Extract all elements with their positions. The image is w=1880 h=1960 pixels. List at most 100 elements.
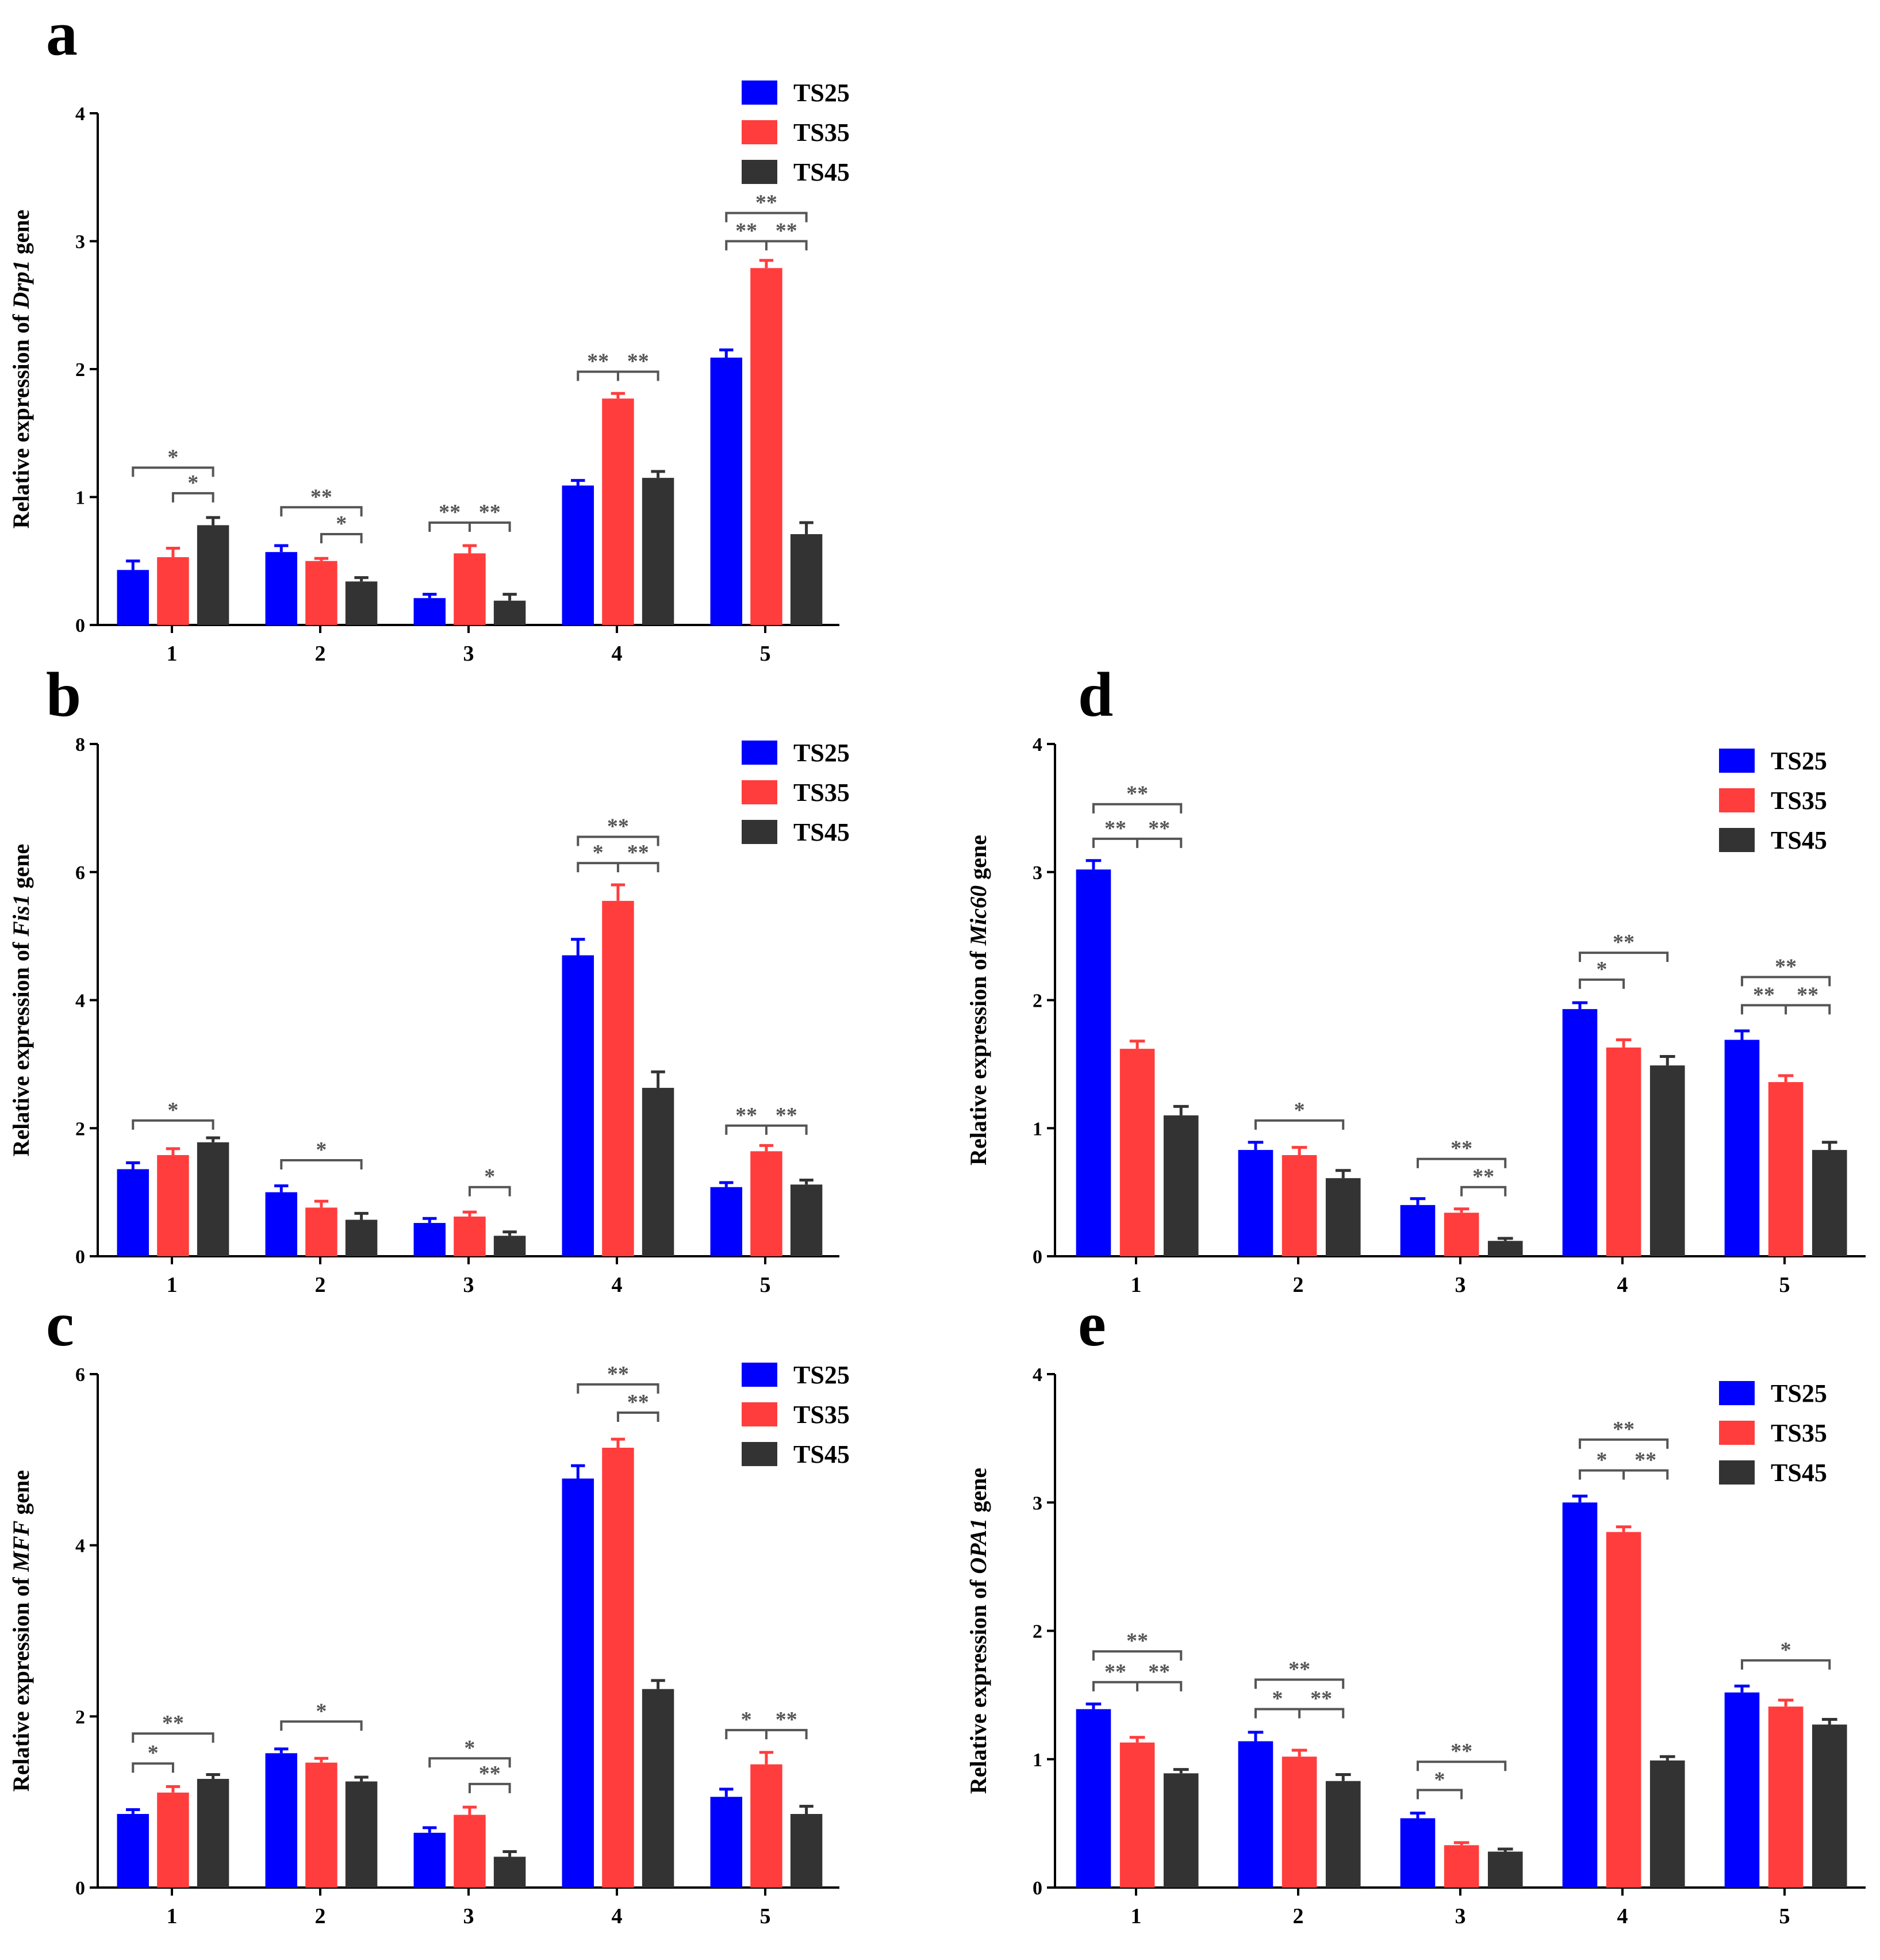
significance-label: **: [1797, 983, 1818, 1007]
y-tick-label: 3: [75, 232, 85, 253]
bar-ts35: [1768, 1082, 1804, 1256]
y-tick-label: 3: [1033, 862, 1042, 884]
significance-label: *: [187, 471, 198, 495]
significance-label: **: [1126, 782, 1148, 806]
significance-bracket: [132, 1119, 214, 1130]
y-tick-label: 4: [1033, 734, 1042, 755]
significance-label: *: [1597, 1448, 1607, 1472]
significance-label: **: [1451, 1137, 1472, 1161]
significance-label: **: [776, 1708, 797, 1732]
y-axis-label: Relative expression of Fis1 gene: [8, 844, 34, 1157]
bar-ts45: [1649, 1760, 1685, 1888]
legend-label: TS45: [1771, 1459, 1827, 1487]
legend-label: TS45: [793, 818, 850, 846]
bar-ts35: [1606, 1047, 1641, 1256]
panel-b: b 0 2 4 6 8 1 2 3 4 5 Relative expression of Fis1 g…: [8, 659, 850, 1297]
significance-label: **: [310, 485, 332, 509]
significance-label: **: [1775, 954, 1797, 979]
significance-label: **: [1148, 1660, 1170, 1684]
legend-swatch-ts45: [1719, 828, 1755, 852]
legend-label: TS35: [1771, 1419, 1827, 1447]
significance-bracket: [132, 1762, 174, 1773]
bar-ts45: [642, 1689, 674, 1888]
significance-label: **: [1753, 983, 1775, 1007]
bar-ts35: [1282, 1756, 1317, 1888]
bar-ts35: [305, 1762, 337, 1888]
panel-d: d 0 1 2 3 4 1 2 3 4 5 Relative expression of Mic60 …: [965, 659, 1866, 1297]
y-tick-label: 2: [1033, 991, 1042, 1012]
x-tick-label: 5: [760, 642, 771, 666]
y-tick-label: 6: [75, 862, 85, 884]
bar-ts45: [790, 534, 823, 625]
legend-swatch-ts35: [742, 120, 777, 144]
significance-label: **: [627, 1390, 649, 1414]
panel-letter: a: [46, 0, 78, 68]
bar-ts45: [345, 1219, 378, 1256]
y-tick-label: 4: [75, 1536, 85, 1557]
significance-bracket: [320, 533, 363, 544]
significance-label: **: [627, 841, 649, 865]
significance-bracket: [171, 492, 214, 503]
significance-bracket: [1416, 1760, 1507, 1771]
significance-bracket: [1740, 1659, 1831, 1670]
x-tick-label: 2: [1293, 1904, 1304, 1928]
legend-label: TS35: [793, 118, 850, 147]
bar-ts25: [265, 1753, 298, 1888]
x-tick-label: 2: [1293, 1273, 1304, 1297]
bar-ts25: [710, 357, 743, 625]
y-tick-label: 1: [1033, 1750, 1042, 1771]
legend-swatch-ts35: [1719, 1421, 1755, 1445]
panel-letter: c: [46, 1289, 74, 1359]
bar-ts45: [1325, 1178, 1361, 1256]
legend-swatch-ts45: [1719, 1460, 1755, 1485]
x-tick-label: 2: [315, 1904, 326, 1928]
bar-ts25: [1400, 1818, 1436, 1888]
x-tick-label: 2: [315, 1273, 326, 1297]
bar-ts45: [197, 525, 229, 625]
x-tick-label: 3: [1455, 1273, 1466, 1297]
legend-label: TS25: [793, 739, 850, 767]
bar-ts35: [1119, 1049, 1155, 1256]
bar-ts25: [562, 1478, 594, 1888]
significance-bracket: [468, 1782, 511, 1793]
x-tick-label: 4: [612, 642, 623, 666]
bar-ts45: [1487, 1241, 1523, 1256]
x-tick-label: 1: [167, 642, 178, 666]
significance-label: *: [1781, 1638, 1791, 1662]
significance-bracket: [132, 466, 214, 477]
significance-bracket: [577, 835, 659, 846]
significance-bracket: [1092, 803, 1183, 814]
bar-ts45: [1812, 1150, 1847, 1256]
significance-label: *: [167, 445, 178, 469]
significance-label: **: [162, 1711, 184, 1735]
x-tick-label: 5: [760, 1273, 771, 1297]
legend-swatch-ts25: [742, 1363, 777, 1387]
y-tick-label: 0: [1033, 1878, 1042, 1899]
bar-ts45: [197, 1142, 229, 1256]
significance-bracket: [1254, 1708, 1345, 1719]
x-tick-label: 5: [1779, 1904, 1790, 1928]
x-tick-label: 1: [1131, 1904, 1142, 1928]
x-tick-label: 4: [612, 1904, 623, 1928]
legend-label: TS45: [793, 158, 850, 186]
y-axis-label: Relative expression of OPA1 gene: [965, 1468, 991, 1794]
significance-bracket: [1578, 952, 1669, 962]
significance-label: **: [1451, 1739, 1472, 1763]
legend: TS25 TS35 TS45: [742, 739, 850, 846]
bar-ts45: [197, 1778, 229, 1888]
legend-label: TS25: [1771, 747, 1827, 775]
bar-ts35: [750, 268, 782, 626]
bar-ts25: [265, 1192, 298, 1256]
x-tick-label: 5: [1779, 1273, 1790, 1297]
legend-label: TS35: [793, 778, 850, 807]
significance-bracket: [1578, 978, 1625, 989]
significance-label: **: [439, 500, 461, 524]
significance-bracket: [280, 1720, 363, 1731]
significance-bracket: [1092, 837, 1183, 848]
bar-ts35: [454, 1216, 486, 1256]
significance-bracket: [428, 1757, 511, 1768]
significance-label: **: [1126, 1629, 1148, 1653]
x-tick-label: 1: [167, 1904, 178, 1928]
bar-ts25: [117, 570, 149, 625]
